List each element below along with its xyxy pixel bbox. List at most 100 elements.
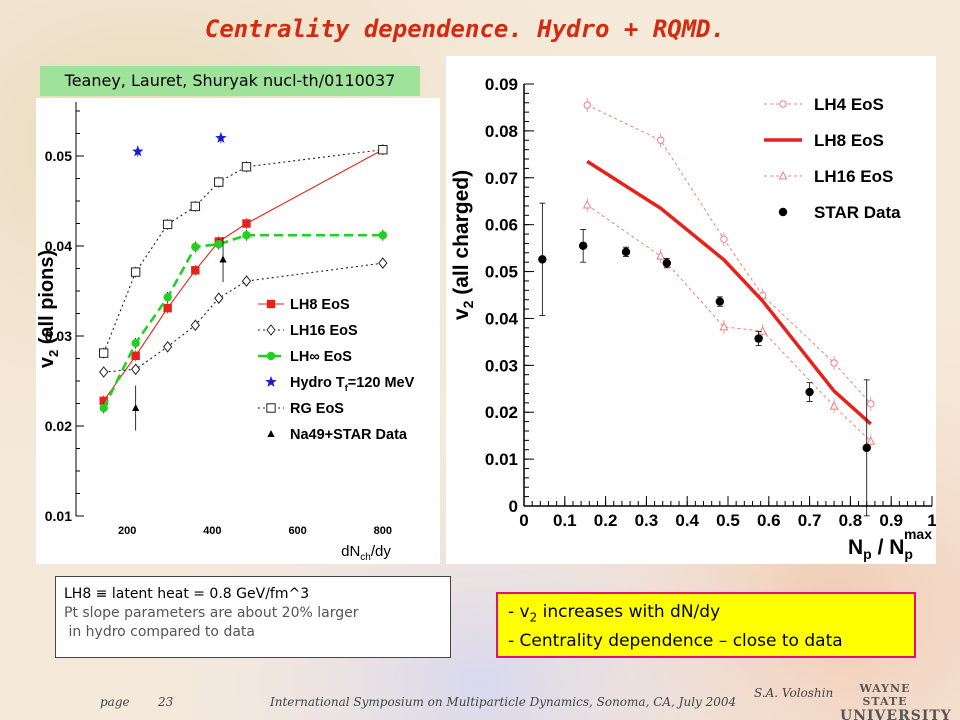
left-legend-label-lh16-eos: LH16 EoS [290, 323, 358, 339]
left-point-hydro-t [215, 132, 227, 143]
right-series-line-lh16-eos [586, 204, 872, 442]
left-point-rg-eos [130, 267, 141, 277]
left-point-lh16-eos [214, 292, 224, 305]
left-y-tick-label: 0.02 [45, 418, 72, 434]
left-point-lh8-eos [99, 396, 108, 405]
left-point-rg-eos [162, 219, 173, 230]
footer-page-number: 23 [158, 695, 174, 709]
right-point-lh16-eos [656, 250, 666, 260]
right-x-tick-label: 0.3 [635, 511, 659, 530]
right-plot-area [538, 98, 876, 517]
right-x-axis-label: Np / Npmax [848, 526, 932, 562]
right-y-tick-label: 0.03 [485, 356, 518, 375]
chart-v2-vs-multiplicity: 0.01 0.02 0.03 0.04 0.05 200 400 600 800 v2 (all … [36, 98, 440, 564]
right-point-star-data [715, 297, 725, 306]
left-point-lh-eos [378, 231, 388, 240]
left-legend-label-lh8-eos: LH8 EoS [290, 297, 350, 313]
right-y-tick-label: 0 [509, 497, 518, 516]
conclusion-line-2: - Centrality dependence – close to data [508, 631, 843, 652]
right-x-tick-label: 0.6 [757, 511, 781, 530]
left-legend-label-na49-star-data: Na49+STAR Data [290, 427, 408, 443]
notes-line-latent-heat: LH8 ≡ latent heat = 0.8 GeV/fm^3 [64, 586, 310, 602]
left-legend-marker-lh16-eos [266, 324, 276, 336]
footer-page-label: page [100, 695, 130, 709]
notes-box: LH8 ≡ latent heat = 0.8 GeV/fm^3 Pt slop… [55, 576, 451, 658]
left-legend-marker-lh8-eos [266, 299, 276, 309]
left-x-tick-label: 800 [374, 525, 392, 537]
right-x-tick-label: 0.4 [675, 511, 699, 530]
right-point-lh16-eos [866, 436, 876, 445]
left-point-lh16-eos [131, 363, 141, 376]
right-point-lh4-eos [830, 359, 838, 367]
right-point-lh16-eos [582, 199, 592, 209]
right-y-tick-label: 0.08 [485, 122, 518, 141]
left-point-lh16-eos [190, 319, 200, 332]
slide-title: Centrality dependence. Hydro + RQMD. [204, 15, 726, 43]
right-point-lh4-eos [867, 400, 875, 408]
right-series-line-lh4-eos [586, 104, 872, 405]
notes-line-hydro: in hydro compared to data [64, 624, 255, 640]
left-point-lh-eos [131, 339, 140, 348]
right-y-tick-label: 0.04 [485, 309, 519, 328]
left-point-lh-eos [242, 231, 251, 240]
university-logo: WAYNE STATE UNIVERSITY [840, 682, 951, 720]
left-legend-label-rg-eos: RG EoS [290, 401, 344, 417]
right-x-tick-label: 0.5 [716, 511, 740, 530]
conclusion-line-1: - v2 increases with dN/dy [508, 600, 904, 629]
right-legend-label-star-data: STAR Data [814, 203, 901, 222]
right-point-lh16-eos [829, 401, 839, 410]
right-legend-marker-lh4-eos [779, 100, 787, 108]
right-point-star-data [862, 443, 871, 453]
right-y-tick-label: 0.09 [485, 75, 518, 94]
right-point-star-data [621, 247, 631, 257]
conclusion-line-1-suffix: increases with dN/dy [537, 602, 721, 622]
right-legend-marker-lh16-eos [778, 170, 788, 180]
left-point-rg-eos [241, 162, 252, 172]
right-y-tick-label: 0.05 [485, 263, 518, 282]
right-x-tick-label: 1 [927, 511, 936, 530]
left-legend-marker-lh-eos [266, 351, 276, 361]
left-point-lh-eos [191, 242, 200, 252]
left-y-tick-label: 0.01 [45, 508, 72, 524]
left-legend-marker-rg-eos [266, 403, 276, 413]
citation-banner: Teaney, Lauret, Shuryak nucl-th/0110037 [40, 66, 420, 96]
left-point-rg-eos [378, 145, 388, 155]
left-point-na49-star-data [219, 255, 227, 263]
left-point-lh16-eos [378, 257, 388, 269]
left-point-rg-eos [99, 348, 109, 358]
right-y-tick-label: 0.07 [485, 169, 518, 188]
right-x-tick-label: 0 [519, 511, 528, 530]
left-legend-marker-hydro-t [265, 376, 277, 387]
right-legend-label-lh16-eos: LH16 EoS [814, 167, 893, 186]
right-x-tick-label: 0.1 [553, 511, 577, 530]
left-legend-marker-na49-star-data [267, 430, 275, 437]
right-legend-label-lh8-eos: LH8 EoS [814, 131, 884, 150]
notes-line-slope: Pt slope parameters are about 20% larger [64, 605, 359, 621]
left-y-tick-label: 0.04 [45, 238, 72, 254]
left-point-lh8-eos [163, 303, 172, 313]
left-point-lh16-eos [99, 366, 109, 378]
left-point-lh8-eos [131, 351, 140, 360]
left-plot-area [99, 132, 388, 431]
footer-author: S.A. Voloshin [754, 686, 834, 700]
right-point-star-data [805, 387, 814, 397]
left-x-tick-label: 400 [203, 525, 221, 537]
conclusion-box: - v2 increases with dN/dy - Centrality d… [496, 592, 916, 658]
left-point-rg-eos [190, 201, 201, 212]
left-point-lh-eos [99, 403, 108, 413]
right-y-axis-label: v2 (all charged) [450, 170, 476, 320]
left-chart-background [36, 98, 440, 564]
right-x-tick-label: 0.8 [839, 511, 863, 530]
left-point-lh16-eos [241, 275, 252, 287]
left-y-axis-label: v2 (all pions) [36, 250, 61, 368]
left-point-na49-star-data [132, 404, 140, 411]
left-x-tick-label: 600 [288, 525, 306, 537]
right-point-star-data [538, 255, 547, 264]
left-point-rg-eos [214, 177, 224, 187]
footer-conference: International Symposium on Multiparticle… [270, 695, 737, 709]
left-y-tick-label: 0.05 [45, 148, 72, 164]
right-series-line-lh8-eos [586, 159, 872, 426]
left-point-lh8-eos [242, 219, 251, 228]
conclusion-line-1-sub: 2 [529, 610, 538, 625]
right-point-star-data [662, 258, 671, 268]
